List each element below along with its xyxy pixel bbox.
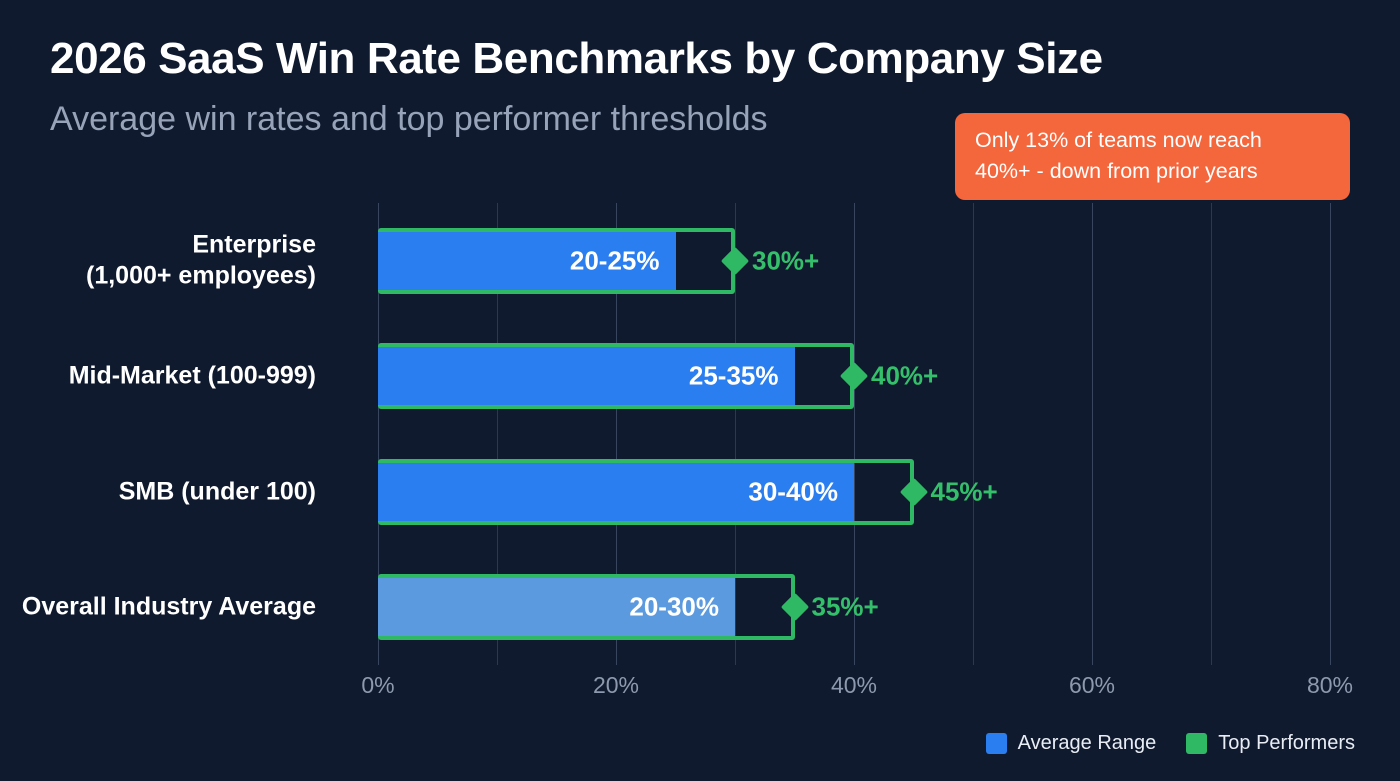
threshold-label: 40%+: [871, 360, 939, 391]
x-tick-label: 80%: [1306, 672, 1354, 698]
category-label: Mid-Market (100-999): [68, 361, 316, 390]
plot-area: Enterprise (1,000+ employees) 20-25% 30%+ M…: [22, 203, 1331, 666]
bar-value-label: 20-30%: [629, 591, 719, 622]
x-tick-label: 40%: [830, 672, 878, 698]
x-tick-label: 0%: [361, 672, 395, 698]
average-range-bar[interactable]: [378, 578, 735, 637]
average-range-bar[interactable]: [378, 462, 854, 521]
gridline-60: [1092, 203, 1093, 665]
threshold-label: 30%+: [752, 245, 820, 276]
category-label: SMB (under 100): [118, 477, 316, 505]
gridline-10: [497, 203, 498, 665]
x-tick-label: 60%: [1068, 672, 1116, 698]
legend-swatch-icon: [1186, 733, 1208, 754]
average-range-bar[interactable]: [378, 347, 795, 406]
x-tick-label: 20%: [592, 672, 640, 698]
gridline-70: [1211, 203, 1212, 665]
gridline-20: [616, 203, 617, 665]
threshold-label: 35%+: [811, 591, 879, 622]
legend-item-top-performers[interactable]: Top Performers: [1186, 732, 1355, 755]
gridline-30: [735, 203, 736, 665]
bar-value-label: 20-25%: [569, 245, 660, 276]
gridline-80: [1330, 203, 1331, 665]
page-title: 2026 SaaS Win Rate Benchmarks by Company…: [50, 34, 1103, 83]
category-label: Enterprise (1,000+ employees): [86, 230, 316, 290]
annotation-line-1: Only 13% of teams now reach: [975, 128, 1262, 152]
average-range-bar[interactable]: [378, 231, 676, 290]
bar-row: Overall Industry Average 20-30% 35%+: [22, 550, 1330, 666]
bar-row: SMB (under 100) 30-40% 45%+: [119, 434, 1330, 550]
legend-label: Top Performers: [1218, 732, 1355, 754]
page-subtitle: Average win rates and top performer thre…: [50, 100, 768, 138]
legend-swatch-icon: [985, 733, 1007, 754]
category-label: Overall Industry Average: [21, 592, 316, 621]
bar-row: Enterprise (1,000+ employees) 20-25% 30%+: [86, 203, 1330, 319]
bar-row: Mid-Market (100-999) 25-35% 40%+: [69, 319, 1330, 435]
threshold-label: 45%+: [930, 476, 998, 507]
bar-value-label: 30-40%: [748, 476, 838, 507]
gridline-40: [854, 203, 855, 665]
chart-legend: Average Range Top Performers: [985, 732, 1355, 755]
gridline-50: [973, 203, 974, 665]
annotation-callout: Only 13% of teams now reach 40%+ - down …: [955, 113, 1350, 201]
gridline-0: [378, 203, 379, 665]
bar-value-label: 25-35%: [688, 360, 779, 391]
annotation-line-2: 40%+ - down from prior years: [975, 158, 1258, 183]
legend-item-average-range[interactable]: Average Range: [985, 732, 1157, 755]
legend-label: Average Range: [1017, 732, 1157, 754]
